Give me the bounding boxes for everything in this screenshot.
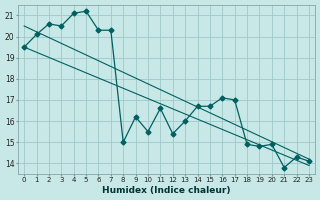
X-axis label: Humidex (Indice chaleur): Humidex (Indice chaleur) [102,186,231,195]
